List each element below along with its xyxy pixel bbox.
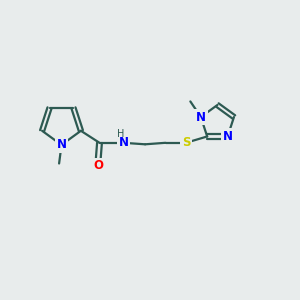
Text: O: O	[93, 159, 103, 172]
Text: N: N	[118, 136, 128, 149]
Text: N: N	[196, 110, 206, 124]
Text: H: H	[117, 129, 124, 140]
Text: N: N	[56, 138, 67, 152]
Text: S: S	[182, 136, 190, 149]
Text: N: N	[223, 130, 232, 143]
